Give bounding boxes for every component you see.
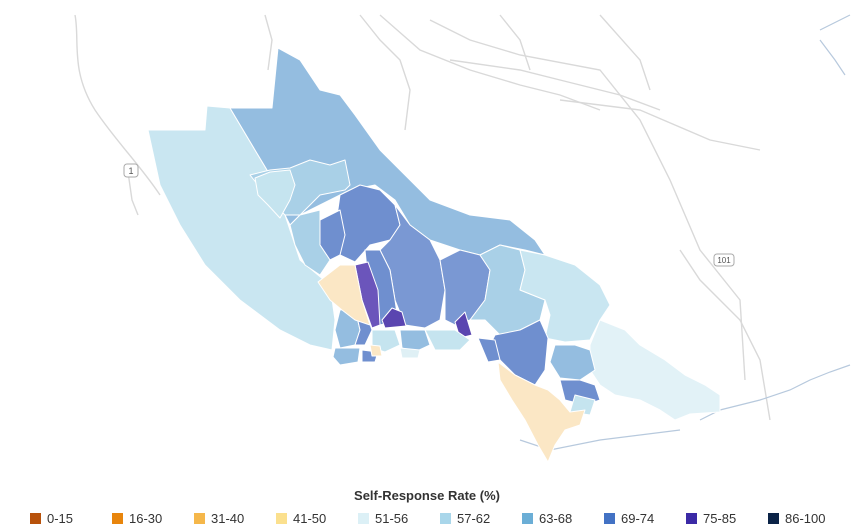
svg-text:1: 1 xyxy=(128,166,133,176)
legend-swatch xyxy=(440,512,451,524)
legend-label: 0-15 xyxy=(47,510,74,526)
highway-101-shield: 101 xyxy=(713,253,735,267)
legend-item[interactable]: 31-40 xyxy=(194,508,276,528)
legend-item[interactable]: 69-74 xyxy=(604,508,686,528)
tract-west-mid[interactable] xyxy=(289,209,331,276)
legend-label: 86-100 xyxy=(785,510,826,526)
tract-s-3[interactable] xyxy=(399,347,421,359)
legend-swatch xyxy=(358,512,369,524)
legend-swatch xyxy=(276,512,287,524)
legend-swatch xyxy=(522,512,533,524)
legend-label: 16-30 xyxy=(129,510,163,526)
tract-nw-inner[interactable] xyxy=(254,169,296,219)
choropleth-map[interactable]: 1 101 xyxy=(0,0,854,470)
tract-beige-west[interactable] xyxy=(317,264,371,326)
tract-se-small-1[interactable] xyxy=(549,344,596,381)
legend-title: Self-Response Rate (%) xyxy=(354,488,500,503)
legend-items: 0-15 16-30 31-40 41-50 51-56 57-62 63-68 69-74 7… xyxy=(30,508,854,528)
tract-beige-small[interactable] xyxy=(369,344,383,357)
census-tracts[interactable] xyxy=(147,47,721,463)
legend-item[interactable]: 63-68 xyxy=(522,508,604,528)
tract-central-2[interactable] xyxy=(379,204,446,329)
basemap-roads xyxy=(74,14,771,421)
tract-s-4[interactable] xyxy=(477,337,501,363)
legend-label: 75-85 xyxy=(703,510,737,526)
highway-1-shield: 1 xyxy=(123,163,139,178)
tract-s-2[interactable] xyxy=(424,329,471,351)
legend-swatch xyxy=(112,512,123,524)
legend-item[interactable]: 57-62 xyxy=(440,508,522,528)
legend-swatch xyxy=(30,512,41,524)
legend-swatch xyxy=(604,512,615,524)
legend-swatch xyxy=(686,512,697,524)
tract-beige-south[interactable] xyxy=(497,361,586,463)
legend-label: 57-62 xyxy=(457,510,491,526)
legend-item[interactable]: 16-30 xyxy=(112,508,194,528)
legend-swatch xyxy=(194,512,205,524)
legend-label: 31-40 xyxy=(211,510,245,526)
tract-s-1[interactable] xyxy=(399,329,431,353)
legend-item[interactable]: 75-85 xyxy=(686,508,768,528)
tract-east-far[interactable] xyxy=(519,249,611,343)
legend-label: 69-74 xyxy=(621,510,655,526)
legend-swatch xyxy=(768,512,779,524)
tract-purple-2[interactable] xyxy=(381,307,407,329)
svg-text:101: 101 xyxy=(717,256,731,265)
legend-label: 63-68 xyxy=(539,510,573,526)
legend-item[interactable]: 86-100 xyxy=(768,508,850,528)
tract-southeast[interactable] xyxy=(589,319,721,421)
legend: Self-Response Rate (%) 0-15 16-30 31-40 41-… xyxy=(0,486,854,532)
tract-sw-3[interactable] xyxy=(332,347,361,366)
legend-label: 51-56 xyxy=(375,510,409,526)
legend-label: 41-50 xyxy=(293,510,327,526)
legend-item[interactable]: 51-56 xyxy=(358,508,440,528)
legend-item[interactable]: 41-50 xyxy=(276,508,358,528)
tract-se-small-3[interactable] xyxy=(569,394,596,416)
legend-item[interactable]: 0-15 xyxy=(30,508,112,528)
